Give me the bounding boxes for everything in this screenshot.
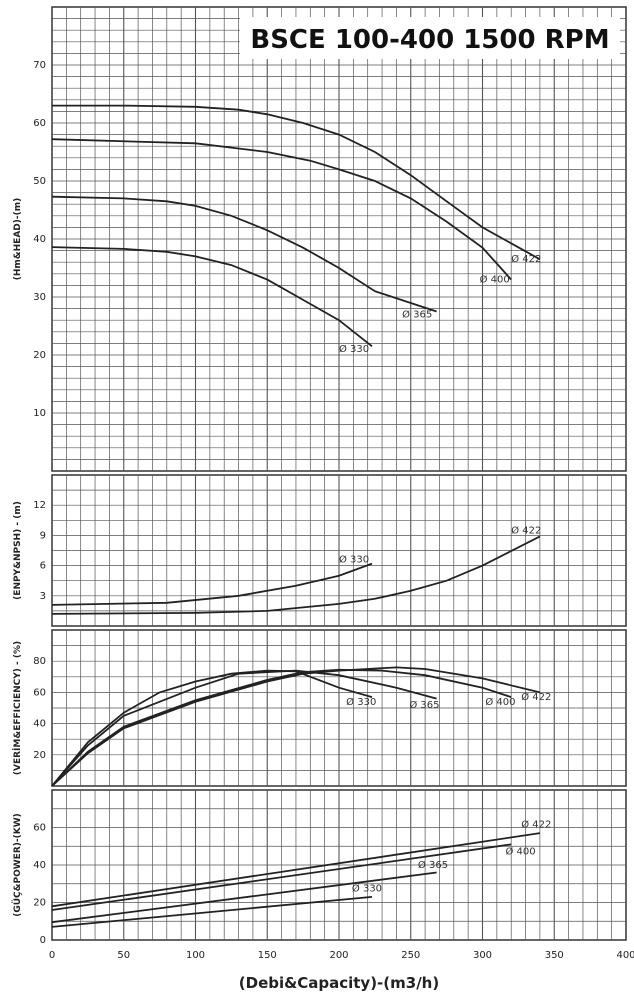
curve-label: Ø 365 — [402, 308, 432, 320]
panel-npsh: 3 6 9 12 (ENPY&NPSH) - (m) Ø 330 Ø 422 — [13, 474, 627, 627]
curve-npsh-330 — [51, 562, 373, 606]
y-tick-label: 0 — [40, 935, 46, 946]
curve-label: Ø 400 — [505, 846, 535, 858]
x-tick-label: 400 — [616, 950, 634, 961]
chart-title: BSCE 100-400 1500 RPM — [250, 25, 609, 55]
y-tick-label: 60 — [33, 823, 46, 834]
curve-efficiency-422 — [51, 666, 541, 787]
curve-head-330 — [51, 246, 373, 348]
y-tick-label: 70 — [33, 60, 46, 71]
y-tick-label: 30 — [33, 292, 46, 303]
y-tick-label: 9 — [40, 530, 46, 541]
y-tick-label: 6 — [40, 561, 46, 572]
curve-label: Ø 330 — [346, 696, 376, 708]
x-axis-label: (Debi&Capacity)-(m3/h) — [239, 974, 439, 992]
curve-label: Ø 330 — [339, 554, 369, 566]
y-tick-label: 10 — [33, 408, 46, 419]
curve-label: Ø 330 — [339, 343, 369, 355]
curve-power-330 — [51, 896, 373, 928]
y-tick-label: 3 — [40, 591, 46, 602]
x-tick-label: 0 — [49, 950, 55, 961]
y-tick-label: 20 — [33, 350, 46, 361]
y-tick-label: 60 — [33, 687, 46, 698]
curve-npsh-422 — [51, 535, 541, 615]
x-tick-label: 100 — [186, 950, 205, 961]
curve-head-422 — [52, 104, 541, 261]
curve-label: Ø 400 — [480, 274, 510, 286]
x-tick-label: 50 — [117, 950, 130, 961]
curve-efficiency-365 — [51, 669, 437, 787]
y-axis-label-power: (GÜÇ&POWER)-(KW) — [12, 813, 23, 917]
title-box — [240, 17, 620, 59]
x-tick-label: 200 — [329, 950, 348, 961]
curve-label: Ø 422 — [521, 819, 551, 831]
panel-power: 0 20 40 60 (GÜÇ&POWER)-(KW) Ø 422 Ø 400 Ø 365 Ø … — [12, 789, 627, 946]
y-tick-label: 80 — [33, 656, 46, 667]
curve-power-422 — [51, 832, 541, 908]
y-axis-label-efficiency: (VERİM&EFFICIENCY) - (%) — [12, 641, 23, 775]
y-tick-label: 50 — [33, 176, 46, 187]
curve-label: Ø 330 — [352, 882, 382, 894]
y-axis-label-head: (Hm&HEAD)-(m) — [13, 198, 23, 280]
curve-head-400 — [51, 138, 512, 281]
curve-label: Ø 365 — [409, 699, 439, 711]
panel-efficiency: 20 40 60 80 (VERİM&EFFICIENCY) - (%) Ø 330 Ø 3… — [12, 629, 627, 787]
curve-power-400 — [51, 843, 512, 911]
curve-label: Ø 422 — [511, 524, 541, 536]
x-tick-label: 150 — [258, 950, 277, 961]
curve-label: Ø 422 — [511, 253, 541, 265]
curve-efficiency-330 — [51, 669, 373, 787]
x-tick-label: 250 — [401, 950, 420, 961]
y-tick-label: 40 — [33, 860, 46, 871]
curve-power-365 — [51, 871, 437, 924]
y-tick-label: 20 — [33, 750, 46, 761]
y-tick-label: 60 — [33, 118, 46, 129]
y-tick-label: 40 — [33, 719, 46, 730]
y-axis-label-npsh: (ENPY&NPSH) - (m) — [13, 501, 23, 600]
x-tick-label: 300 — [473, 950, 492, 961]
x-tick-label: 350 — [545, 950, 564, 961]
curve-head-365 — [51, 195, 437, 313]
curve-label: Ø 422 — [521, 691, 551, 703]
curve-efficiency-400 — [51, 668, 512, 787]
y-tick-label: 12 — [33, 500, 46, 511]
y-tick-label: 40 — [33, 234, 46, 245]
y-tick-label: 20 — [33, 898, 46, 909]
curve-label: Ø 365 — [418, 859, 448, 871]
curve-label: Ø 400 — [485, 696, 515, 708]
